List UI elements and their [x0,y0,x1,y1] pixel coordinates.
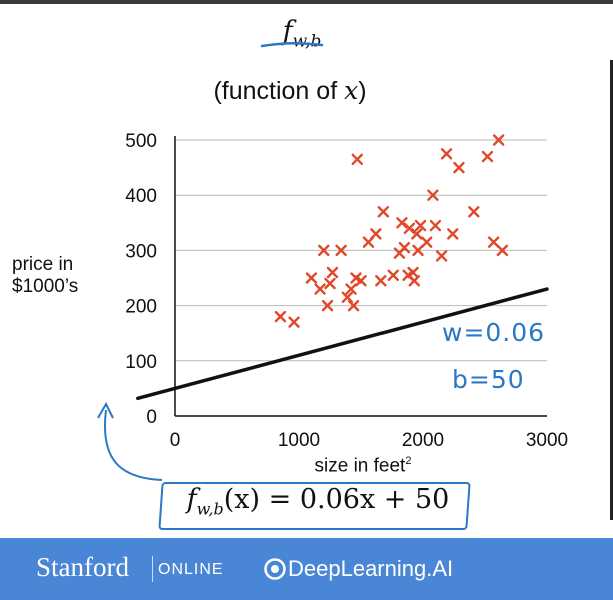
data-point-marker [351,153,363,166]
data-point-marker [375,275,387,287]
annotation-arrowhead [97,401,114,419]
footer-bar: Stanford ONLINE DeepLearning.AI [0,538,613,600]
x-tick-label: 2000 [402,430,444,451]
data-point-marker [468,206,480,218]
window-right-edge [610,60,613,520]
y-tick-label: 400 [125,186,157,207]
data-point-marker [318,244,330,257]
data-point-marker [492,134,505,146]
y-axis-label: price in $1000’s [12,254,79,297]
data-point-marker [347,299,360,312]
function-label-underline [260,42,324,48]
tick-labels: 0 100 200 300 400 500 0 1000 2000 3000 [125,131,568,451]
y-tick-label: 500 [125,131,157,152]
data-point-marker [408,275,421,287]
y-tick-label: 200 [125,297,157,318]
data-point-marker [350,272,362,284]
y-tick-label: 0 [146,407,157,428]
data-point-marker [398,241,411,254]
data-point-marker [447,228,459,240]
function-label: fw,b [282,16,322,52]
data-point-marker [403,222,416,235]
stanford-logo-text: Stanford [36,552,129,582]
x-tick-label: 0 [170,430,181,451]
fit-line [136,287,549,401]
data-point-marker [440,148,453,160]
data-point-marker [314,283,326,295]
data-point-marker [355,275,367,287]
data-point-marker [335,244,347,257]
data-point-marker [435,250,448,262]
data-point-marker [421,236,433,248]
fit-line-group [136,287,549,401]
w-annotation: w=0.06 [442,318,546,347]
data-points [274,134,509,328]
data-point-marker [387,269,399,281]
data-point-marker [305,272,318,284]
data-point-marker [345,283,357,295]
x-tick-label: 3000 [526,430,568,451]
x-tick-label: 1000 [278,430,320,451]
model-equation: fw,b(x) = 0.06x + 50 [186,484,450,519]
footer-divider [152,556,153,582]
chart-subtitle: (function of x) [213,76,367,105]
data-point-marker [429,219,442,232]
data-point-marker [321,299,334,312]
data-point-marker [288,316,300,328]
y-tick-label: 100 [125,352,157,373]
data-point-marker [453,161,465,174]
y-tick-label: 300 [125,241,157,262]
data-point-marker [326,266,339,279]
data-point-marker [324,277,336,290]
online-label: ONLINE [158,561,224,578]
data-point-marker [427,189,439,201]
axes [174,136,547,417]
annotation-arrow [104,409,163,481]
data-point-marker [377,206,390,218]
data-point-marker [412,244,424,257]
scatter-plot: 0 100 200 300 400 500 0 1000 2000 3000 [97,42,568,481]
deeplearning-logo-icon [264,558,286,580]
b-annotation: b=50 [452,365,525,394]
data-point-marker [414,219,427,232]
deeplearning-text: DeepLearning.AI [288,556,454,581]
grid-lines [175,139,547,362]
data-point-marker [341,291,354,304]
x-axis-label: size in feet2 [314,455,412,477]
window-top-edge [0,0,613,4]
data-point-marker [274,310,287,323]
data-point-marker [370,228,382,240]
data-point-marker [487,236,500,248]
data-point-marker [496,244,509,257]
data-point-marker [396,217,408,229]
data-point-marker [481,150,494,163]
data-point-marker [411,228,423,240]
